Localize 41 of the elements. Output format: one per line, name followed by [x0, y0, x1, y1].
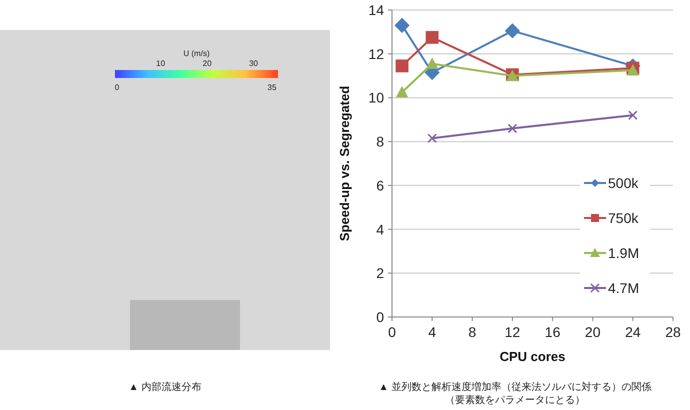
text: ▲ 並列数と解析速度増加率（従来法ソルバに対する）の関係 — [378, 381, 652, 393]
point — [396, 86, 408, 98]
y-axis-title: Speed-up vs. Segregated — [337, 86, 352, 242]
point — [427, 134, 437, 144]
y-tick-label: 2 — [376, 265, 384, 282]
point — [508, 124, 518, 134]
legend-label: 4.7M — [608, 280, 640, 296]
x-tick-label: 4 — [428, 324, 436, 340]
x-axis-title: CPU cores — [500, 349, 566, 364]
y-tick-label: 14 — [368, 2, 384, 18]
color-bar-title: U (m/s) — [183, 49, 210, 58]
text: 0 — [114, 83, 120, 92]
y-tick-label: 4 — [376, 221, 384, 238]
text: 35 — [268, 83, 277, 92]
point — [426, 31, 439, 44]
point — [426, 58, 438, 69]
x-tick-label: 0 — [388, 324, 396, 340]
y-tick-label: 12 — [368, 46, 384, 62]
text: 30 — [249, 59, 259, 68]
y-tick-label: 0 — [376, 309, 384, 325]
point — [396, 60, 408, 72]
x-tick-label: 20 — [584, 324, 601, 340]
y-tick-label: 6 — [376, 177, 384, 194]
x-tick-label: 28 — [665, 324, 681, 340]
x-tick-label: 24 — [625, 324, 641, 340]
x-tick-label: 16 — [544, 324, 561, 340]
x-tick-label: 8 — [468, 324, 476, 340]
point — [504, 23, 520, 38]
text: ▲ 内部流速分布 — [128, 381, 202, 393]
point — [626, 64, 640, 76]
text: 10 — [156, 59, 166, 68]
y-tick-label: 10 — [368, 90, 384, 106]
legend-label: 750k — [608, 210, 640, 226]
legend-label: 500k — [608, 175, 640, 191]
text: （要素数をパラメータにとる） — [445, 394, 585, 406]
text: 20 — [202, 59, 212, 68]
point — [394, 18, 410, 33]
x-tick-label: 12 — [504, 324, 520, 340]
point — [628, 110, 638, 120]
y-tick-label: 8 — [376, 134, 384, 150]
legend-label: 1.9M — [608, 245, 640, 261]
